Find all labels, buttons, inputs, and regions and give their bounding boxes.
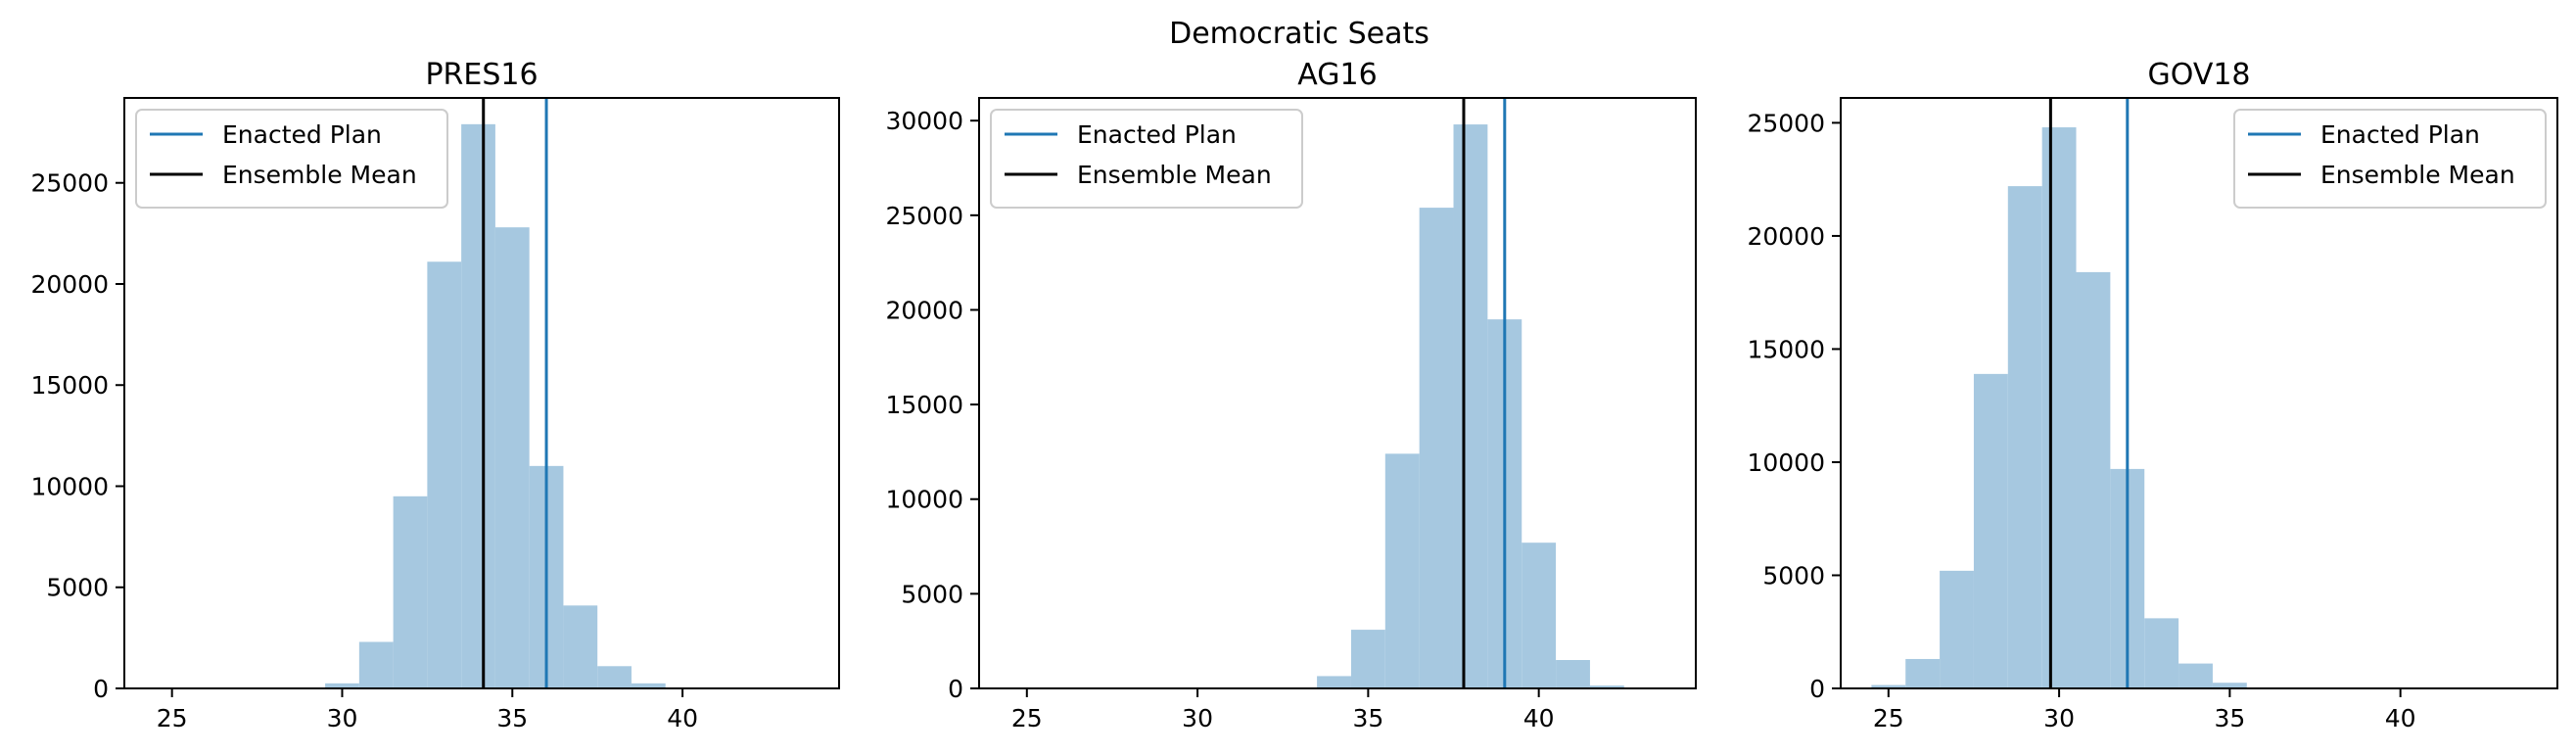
histogram-bar bbox=[2007, 186, 2042, 688]
x-tick-label: 40 bbox=[1523, 704, 1555, 732]
histogram-bars bbox=[325, 123, 666, 689]
histogram-bar bbox=[1453, 124, 1488, 689]
legend: Enacted Plan Ensemble Mean bbox=[135, 109, 448, 209]
legend: Enacted Plan Ensemble Mean bbox=[990, 109, 1303, 209]
y-tick-label: 10000 bbox=[30, 472, 109, 500]
x-tick-label: 25 bbox=[1011, 704, 1043, 732]
figure-title: Democratic Seats bbox=[1169, 17, 1429, 51]
histogram-bar bbox=[358, 641, 394, 688]
histogram-bar bbox=[2144, 618, 2179, 688]
y-tick-label: 25000 bbox=[30, 169, 109, 198]
histogram-bar bbox=[427, 261, 462, 688]
y-tick-label: 10000 bbox=[885, 486, 963, 514]
x-tick-label: 30 bbox=[327, 704, 358, 732]
y-tick-label: 25000 bbox=[1747, 109, 1825, 137]
axes-frame bbox=[1840, 97, 2558, 689]
y-tick-label: 20000 bbox=[885, 296, 963, 324]
legend-label: Ensemble Mean bbox=[1077, 161, 1272, 189]
x-tick-label: 35 bbox=[1352, 704, 1383, 732]
x-tick-label: 30 bbox=[1182, 704, 1213, 732]
histogram-bar bbox=[1973, 373, 2008, 688]
histogram-bar bbox=[597, 666, 632, 688]
histogram-bar bbox=[325, 683, 359, 688]
chart-title: AG16 bbox=[1297, 58, 1377, 92]
chart-title: PRES16 bbox=[425, 58, 538, 92]
histogram-bar bbox=[494, 227, 530, 689]
y-tick-label: 15000 bbox=[885, 391, 963, 419]
y-tick-label: 15000 bbox=[1747, 335, 1825, 363]
histogram-bar bbox=[1589, 685, 1624, 688]
y-tick-label: 0 bbox=[93, 675, 109, 703]
histogram-bar bbox=[461, 123, 495, 689]
histogram-bar bbox=[1871, 684, 1906, 688]
x-tick-label: 40 bbox=[2385, 704, 2416, 732]
y-tick-label: 20000 bbox=[30, 270, 109, 299]
x-tick-label: 25 bbox=[1873, 704, 1904, 732]
histogram-bar bbox=[1419, 208, 1454, 688]
histogram-bar bbox=[1317, 676, 1351, 688]
histogram-bars bbox=[1871, 127, 2247, 688]
y-tick-label: 20000 bbox=[1747, 222, 1825, 251]
x-tick-label: 30 bbox=[2043, 704, 2075, 732]
histogram-bar bbox=[1350, 630, 1385, 688]
axes-frame bbox=[978, 97, 1697, 689]
x-tick-label: 40 bbox=[667, 704, 698, 732]
chart-title: GOV18 bbox=[2147, 58, 2250, 92]
x-tick-label: 35 bbox=[496, 704, 528, 732]
histogram-bar bbox=[393, 495, 428, 688]
histogram-bar bbox=[1905, 658, 1941, 688]
legend-box bbox=[135, 109, 448, 209]
histogram-bar bbox=[1940, 570, 1974, 688]
y-tick-label: 0 bbox=[1809, 675, 1825, 703]
histogram-bar bbox=[1384, 453, 1420, 688]
x-tick-label: 35 bbox=[2214, 704, 2245, 732]
legend-box bbox=[990, 109, 1303, 209]
legend-box bbox=[2233, 109, 2547, 209]
panel-pres16: 25 30 35 40 0 5000 10000 15000 20000 25000 PRES16 E… bbox=[30, 58, 840, 732]
legend: Enacted Plan Ensemble Mean bbox=[2233, 109, 2547, 209]
y-tick-label: 15000 bbox=[30, 371, 109, 400]
histogram-bar bbox=[2041, 127, 2077, 688]
y-tick-label: 25000 bbox=[885, 202, 963, 230]
legend-label: Enacted Plan bbox=[222, 120, 382, 149]
y-tick-label: 30000 bbox=[885, 107, 963, 135]
panel-ag16: 25 30 35 40 0 5000 10000 15000 20000 25000 30000 AG… bbox=[885, 58, 1697, 732]
y-tick-label: 5000 bbox=[901, 580, 963, 608]
y-tick-label: 5000 bbox=[1762, 561, 1825, 590]
legend-label: Enacted Plan bbox=[1077, 120, 1237, 149]
legend-label: Ensemble Mean bbox=[222, 161, 417, 189]
y-tick-label: 0 bbox=[948, 675, 963, 703]
y-tick-label: 10000 bbox=[1747, 448, 1825, 477]
panel-gov18: 25 30 35 40 0 5000 10000 15000 20000 25000 GOV18 En… bbox=[1747, 58, 2558, 732]
histogram-bar bbox=[1522, 543, 1557, 688]
histogram-bar bbox=[2076, 271, 2111, 688]
histogram-bar bbox=[631, 683, 666, 688]
histogram-bar bbox=[2212, 683, 2247, 688]
legend-label: Enacted Plan bbox=[2320, 120, 2480, 149]
legend-label: Ensemble Mean bbox=[2320, 161, 2515, 189]
histogram-bar bbox=[2178, 663, 2213, 688]
panels: 25 30 35 40 0 5000 10000 15000 20000 25000 PRES16 E… bbox=[30, 58, 2558, 732]
axes-frame bbox=[123, 97, 840, 689]
histogram-bar bbox=[1556, 660, 1590, 688]
x-tick-label: 25 bbox=[157, 704, 188, 732]
y-tick-label: 5000 bbox=[46, 574, 109, 602]
histogram-bar bbox=[563, 605, 598, 688]
histogram-bars bbox=[1317, 124, 1624, 689]
